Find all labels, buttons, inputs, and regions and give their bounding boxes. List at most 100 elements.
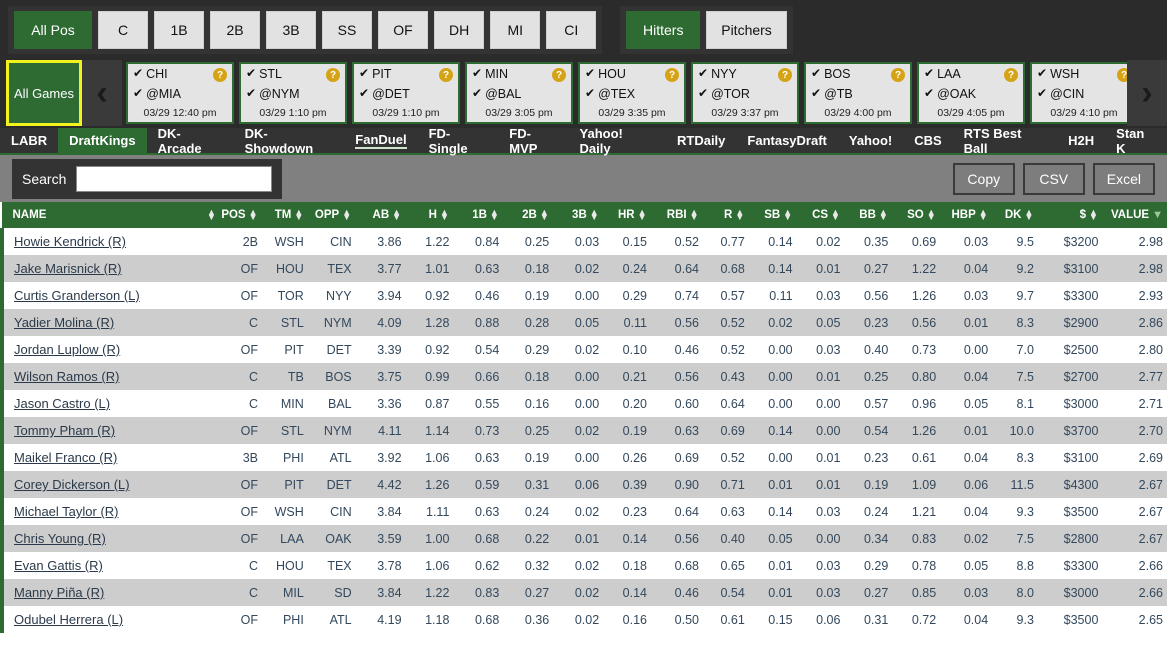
check-icon[interactable]: ✔ bbox=[359, 66, 370, 81]
games-next-arrow-icon[interactable]: › bbox=[1127, 60, 1167, 126]
player-name-link[interactable]: Evan Gattis (R) bbox=[14, 558, 103, 573]
column-header-hr[interactable]: HR ▲ ▼ bbox=[602, 202, 652, 228]
player-name-link[interactable]: Jason Castro (L) bbox=[14, 396, 111, 411]
help-icon[interactable]: ? bbox=[891, 68, 905, 82]
site-tab-fd-single[interactable]: FD-Single bbox=[418, 126, 499, 156]
game-card[interactable]: ✔ NYY ✔ @TOR? 03/29 3:37 pm bbox=[691, 62, 799, 124]
check-icon[interactable]: ✔ bbox=[585, 86, 596, 101]
sort-toggle-icon[interactable]: ▲ ▼ bbox=[589, 207, 599, 222]
site-tab-fanduel[interactable]: FanDuel bbox=[344, 128, 417, 153]
position-filter-of[interactable]: OF bbox=[378, 11, 428, 49]
check-icon[interactable]: ✔ bbox=[246, 66, 257, 81]
all-games-button[interactable]: All Games bbox=[6, 60, 82, 126]
player-name-link[interactable]: Curtis Granderson (L) bbox=[14, 288, 140, 303]
player-name-link[interactable]: Chris Young (R) bbox=[14, 531, 106, 546]
site-tab-yahoo[interactable]: Yahoo! bbox=[838, 128, 903, 153]
help-icon[interactable]: ? bbox=[326, 68, 340, 82]
player-name-link[interactable]: Maikel Franco (R) bbox=[14, 450, 118, 465]
column-header-1b[interactable]: 1B ▲ ▼ bbox=[452, 202, 504, 228]
site-tab-fd-mvp[interactable]: FD-MVP bbox=[498, 126, 568, 156]
sort-toggle-icon[interactable]: ▲ ▼ bbox=[248, 207, 258, 222]
player-name-link[interactable]: Yadier Molina (R) bbox=[14, 315, 115, 330]
column-header-value[interactable]: VALUE ▼ bbox=[1101, 202, 1167, 228]
site-tab-yahoo-daily[interactable]: Yahoo! Daily bbox=[569, 126, 666, 156]
position-filter-mi[interactable]: MI bbox=[490, 11, 541, 49]
player-name-link[interactable]: Howie Kendrick (R) bbox=[14, 234, 126, 249]
game-card[interactable]: ✔ STL ✔ @NYM? 03/29 1:10 pm bbox=[239, 62, 347, 124]
position-filter-dh[interactable]: DH bbox=[434, 11, 485, 49]
check-icon[interactable]: ✔ bbox=[472, 86, 483, 101]
site-tab-h2h[interactable]: H2H bbox=[1057, 128, 1105, 153]
column-header-ab[interactable]: AB ▲ ▼ bbox=[355, 202, 406, 228]
position-filter-ss[interactable]: SS bbox=[322, 11, 372, 49]
game-card[interactable]: ✔ MIN ✔ @BAL? 03/29 3:05 pm bbox=[465, 62, 573, 124]
column-header-rbi[interactable]: RBI ▲ ▼ bbox=[650, 202, 704, 228]
game-card[interactable]: ✔ WSH ✔ @CIN? 03/29 4:10 pm bbox=[1030, 62, 1138, 124]
player-name-link[interactable]: Manny Piña (R) bbox=[14, 585, 105, 600]
site-tab-draftkings[interactable]: DraftKings bbox=[58, 128, 147, 153]
sort-toggle-icon[interactable]: ▲ ▼ bbox=[735, 207, 745, 222]
check-icon[interactable]: ✔ bbox=[811, 86, 822, 101]
mode-filter-pitchers[interactable]: Pitchers bbox=[706, 11, 787, 49]
game-card[interactable]: ✔ BOS ✔ @TB? 03/29 4:00 pm bbox=[804, 62, 912, 124]
game-card[interactable]: ✔ CHI ✔ @MIA? 03/29 12:40 pm bbox=[126, 62, 234, 124]
check-icon[interactable]: ✔ bbox=[133, 86, 144, 101]
column-header-name[interactable]: NAME ▲ ▼ bbox=[1, 202, 221, 228]
site-tab-dk-showdown[interactable]: DK-Showdown bbox=[234, 126, 345, 156]
game-card[interactable]: ✔ LAA ✔ @OAK? 03/29 4:05 pm bbox=[917, 62, 1025, 124]
column-header-salary[interactable]: $ ▲ ▼ bbox=[1037, 202, 1103, 228]
column-header-h[interactable]: H ▲ ▼ bbox=[405, 202, 454, 228]
column-header-cs[interactable]: CS ▲ ▼ bbox=[796, 202, 845, 228]
sort-toggle-icon[interactable]: ▲ ▼ bbox=[392, 207, 402, 222]
check-icon[interactable]: ✔ bbox=[698, 86, 709, 101]
site-tab-labr[interactable]: LABR bbox=[0, 128, 58, 153]
player-name-link[interactable]: Tommy Pham (R) bbox=[14, 423, 116, 438]
check-icon[interactable]: ✔ bbox=[585, 66, 596, 81]
csv-export-button[interactable]: CSV bbox=[1022, 162, 1085, 195]
excel-export-button[interactable]: Excel bbox=[1092, 162, 1155, 195]
check-icon[interactable]: ✔ bbox=[924, 86, 935, 101]
mode-filter-hitters[interactable]: Hitters bbox=[626, 11, 701, 49]
column-header-hbp[interactable]: HBP ▲ ▼ bbox=[939, 202, 993, 228]
column-header-pos[interactable]: POS ▲ ▼ bbox=[219, 202, 263, 228]
site-tab-fantasydraft[interactable]: FantasyDraft bbox=[736, 128, 837, 153]
site-tab-cbs[interactable]: CBS bbox=[903, 128, 952, 153]
column-header-bb[interactable]: BB ▲ ▼ bbox=[843, 202, 893, 228]
sort-toggle-icon[interactable]: ▲ ▼ bbox=[207, 207, 216, 222]
sort-toggle-icon[interactable]: ▲ ▼ bbox=[926, 207, 936, 222]
sort-toggle-icon[interactable]: ▲ ▼ bbox=[294, 207, 304, 222]
search-input[interactable] bbox=[76, 165, 273, 192]
games-prev-arrow-icon[interactable]: ‹ bbox=[82, 60, 122, 126]
position-filter-ci[interactable]: CI bbox=[546, 11, 597, 49]
help-icon[interactable]: ? bbox=[665, 68, 679, 82]
help-icon[interactable]: ? bbox=[778, 68, 792, 82]
player-name-link[interactable]: Corey Dickerson (L) bbox=[14, 477, 130, 492]
check-icon[interactable]: ✔ bbox=[1037, 66, 1048, 81]
check-icon[interactable]: ✔ bbox=[1037, 86, 1048, 101]
position-filter-3b[interactable]: 3B bbox=[266, 11, 316, 49]
check-icon[interactable]: ✔ bbox=[472, 66, 483, 81]
check-icon[interactable]: ✔ bbox=[133, 66, 144, 81]
game-card[interactable]: ✔ HOU ✔ @TEX? 03/29 3:35 pm bbox=[578, 62, 686, 124]
sort-toggle-icon[interactable]: ▲ ▼ bbox=[539, 207, 549, 222]
column-header-3b[interactable]: 3B ▲ ▼ bbox=[552, 202, 604, 228]
sort-toggle-icon[interactable]: ▲ ▼ bbox=[439, 207, 449, 222]
help-icon[interactable]: ? bbox=[213, 68, 227, 82]
position-filter-all-pos[interactable]: All Pos bbox=[14, 11, 92, 49]
sort-toggle-icon[interactable]: ▲ ▼ bbox=[637, 207, 647, 222]
column-header-dk[interactable]: DK ▲ ▼ bbox=[991, 202, 1038, 228]
check-icon[interactable]: ✔ bbox=[811, 66, 822, 81]
help-icon[interactable]: ? bbox=[552, 68, 566, 82]
site-tab-rtdaily[interactable]: RTDaily bbox=[666, 128, 736, 153]
column-header-so[interactable]: SO ▲ ▼ bbox=[891, 202, 941, 228]
column-header-tm[interactable]: TM ▲ ▼ bbox=[261, 202, 308, 228]
sort-active-desc-icon[interactable]: ▼ bbox=[1152, 208, 1163, 221]
sort-toggle-icon[interactable]: ▲ ▼ bbox=[1024, 207, 1034, 222]
check-icon[interactable]: ✔ bbox=[359, 86, 370, 101]
position-filter-c[interactable]: C bbox=[98, 11, 148, 49]
site-tab-rts-best-ball[interactable]: RTS Best Ball bbox=[953, 126, 1057, 156]
sort-toggle-icon[interactable]: ▲ ▼ bbox=[831, 207, 840, 222]
player-name-link[interactable]: Michael Taylor (R) bbox=[14, 504, 119, 519]
column-header-opp[interactable]: OPP ▲ ▼ bbox=[307, 202, 356, 228]
column-header-2b[interactable]: 2B ▲ ▼ bbox=[502, 202, 554, 228]
